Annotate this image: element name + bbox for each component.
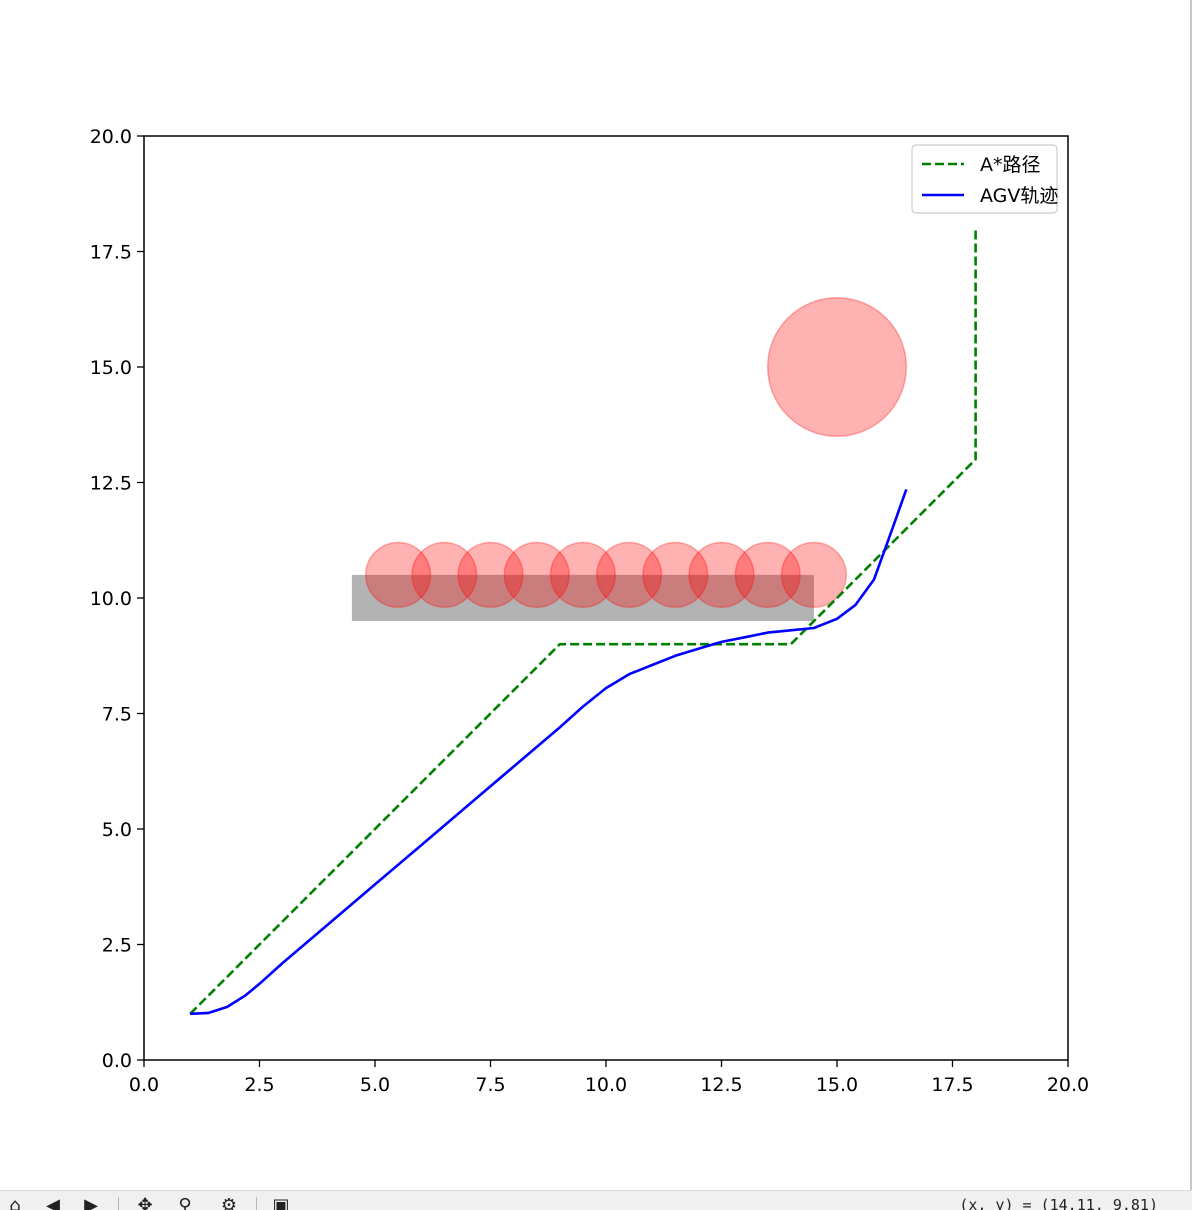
y-tick-label: 0.0 — [102, 1050, 132, 1072]
x-tick-label: 17.5 — [931, 1074, 973, 1096]
x-tick-label: 2.5 — [244, 1074, 274, 1096]
obstacle-circle — [734, 541, 801, 608]
window-edge — [1190, 0, 1192, 1190]
obstacle-circle — [411, 541, 478, 608]
y-tick-label: 17.5 — [90, 242, 132, 264]
configure-icon[interactable]: ⚙ — [220, 1195, 238, 1210]
toolbar-separator — [256, 1197, 257, 1210]
ticks-layer: 0.0 2.5 5.0 7.5 10.0 12.5 15.0 17.5 20.0 0.0 2.5 5.… — [90, 126, 1089, 1096]
obstacle-circle — [503, 541, 570, 608]
y-tick-label: 5.0 — [102, 819, 132, 841]
home-icon[interactable]: ⌂ — [9, 1195, 21, 1210]
obstacle-circle — [688, 541, 755, 608]
y-tick-label: 15.0 — [90, 357, 132, 379]
legend-label: A*路径 — [980, 154, 1041, 176]
forward-icon[interactable]: ▶ — [84, 1195, 98, 1210]
series-layer — [189, 228, 977, 1016]
x-tick-label: 5.0 — [360, 1074, 390, 1096]
legend: A*路径 AGV轨迹 — [911, 144, 1058, 214]
obstacle-circle — [549, 541, 616, 608]
y-tick-label: 20.0 — [90, 126, 132, 148]
x-tick-label: 0.0 — [129, 1074, 159, 1096]
x-tick-label: 20.0 — [1047, 1074, 1089, 1096]
pan-icon[interactable]: ✥ — [137, 1195, 153, 1210]
obstacle-rectangle — [351, 574, 814, 622]
obstacle-circle — [365, 541, 432, 608]
agv-trajectory-line — [190, 488, 908, 1016]
obstacle-circle — [766, 296, 908, 438]
y-tick-label: 2.5 — [102, 935, 132, 957]
obstacle-circle — [642, 541, 709, 608]
x-tick-label: 15.0 — [816, 1074, 858, 1096]
y-tick-label: 10.0 — [90, 588, 132, 610]
coordinate-readout: (x, y) = (14.11, 9.81) — [959, 1196, 1158, 1210]
obstacle-circle — [457, 541, 524, 608]
x-tick-label: 10.0 — [585, 1074, 627, 1096]
obstacle-circle — [596, 541, 663, 608]
y-tick-label: 7.5 — [102, 704, 132, 726]
legend-label: AGV轨迹 — [980, 185, 1058, 207]
astar-path-line — [189, 228, 977, 1015]
obstacle-layer — [351, 296, 908, 622]
save-icon[interactable]: ▣ — [272, 1195, 290, 1210]
toolbar: ⌂ ◀ ▶ ✥ ⚲ ⚙ ▣ (x, y) = (14.11, 9.81) — [0, 1190, 1192, 1210]
y-tick-label: 12.5 — [90, 473, 132, 495]
toolbar-separator — [118, 1197, 119, 1210]
x-tick-label: 12.5 — [700, 1074, 742, 1096]
x-tick-label: 7.5 — [475, 1074, 505, 1096]
back-icon[interactable]: ◀ — [46, 1195, 60, 1210]
zoom-icon[interactable]: ⚲ — [178, 1195, 192, 1210]
obstacle-circle — [780, 541, 847, 608]
